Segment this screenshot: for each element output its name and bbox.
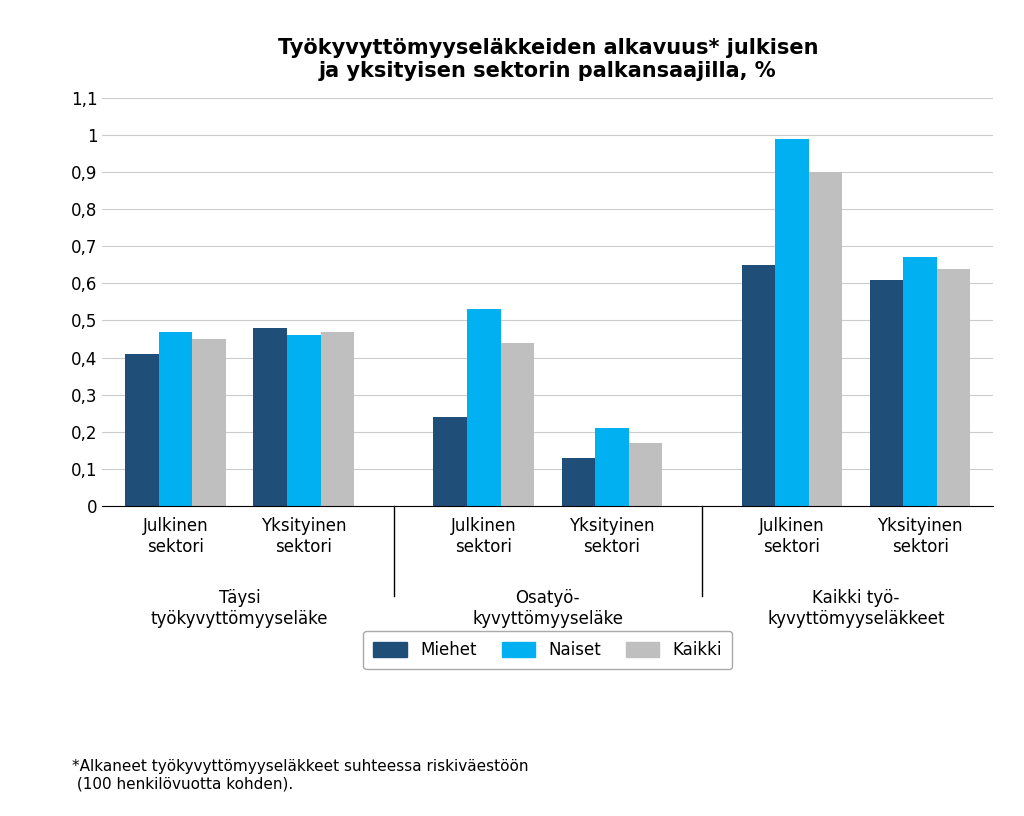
Bar xyxy=(433,417,467,506)
Text: Täysi
työkyvyttömyyseläke: Täysi työkyvyttömyyseläke xyxy=(151,589,329,628)
Text: Kaikki työ-
kyvyttömyyseläkkeet: Kaikki työ- kyvyttömyyseläkkeet xyxy=(767,589,945,628)
Bar xyxy=(629,443,663,506)
Bar xyxy=(501,343,535,506)
Bar xyxy=(321,331,354,506)
Text: Osatyö-
kyvyttömyyseläke: Osatyö- kyvyttömyyseläke xyxy=(472,589,624,628)
Bar xyxy=(595,428,629,506)
Bar xyxy=(193,339,226,506)
Bar xyxy=(869,280,903,506)
Bar xyxy=(903,257,937,506)
Bar xyxy=(561,458,595,506)
Bar xyxy=(809,172,843,506)
Bar xyxy=(937,268,971,506)
Text: *Alkaneet työkyvyttömyyseläkkeet suhteessa riskiväestöön
 (100 henkilövuotta koh: *Alkaneet työkyvyttömyyseläkkeet suhtees… xyxy=(72,759,528,792)
Bar xyxy=(287,335,321,506)
Bar xyxy=(253,328,287,506)
Bar xyxy=(775,139,809,506)
Bar xyxy=(159,331,193,506)
Legend: Miehet, Naiset, Kaikki: Miehet, Naiset, Kaikki xyxy=(364,631,732,669)
Bar xyxy=(741,265,775,506)
Bar xyxy=(467,309,501,506)
Bar xyxy=(125,354,159,506)
Title: Työkyvyttömyyseläkkeiden alkavuus* julkisen
ja yksityisen sektorin palkansaajill: Työkyvyttömyyseläkkeiden alkavuus* julki… xyxy=(278,38,818,81)
